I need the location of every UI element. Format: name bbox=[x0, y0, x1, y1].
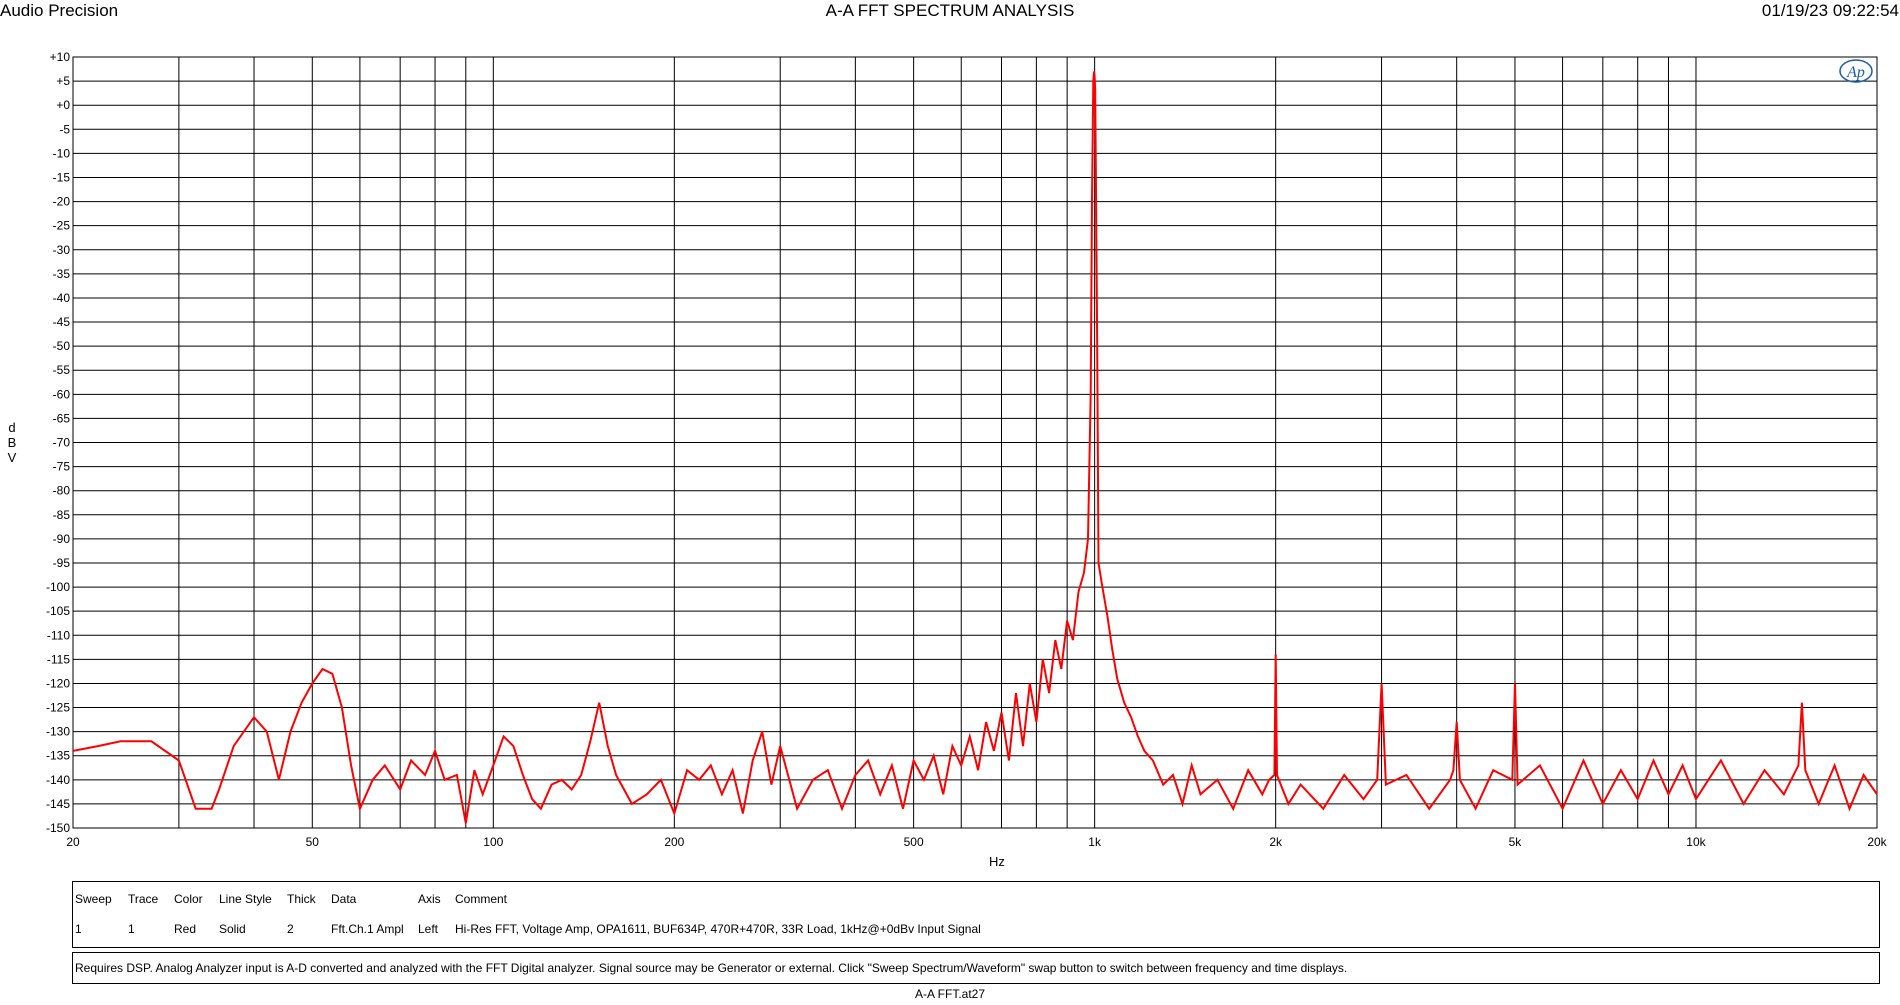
legend-table: Sweep Trace Color Line Style Thick Data … bbox=[72, 881, 1880, 996]
ap-logo-ring bbox=[1839, 59, 1873, 83]
y-tick-label: -70 bbox=[53, 436, 71, 450]
y-tick-label: -65 bbox=[53, 411, 71, 425]
ap-logo: Ap bbox=[1839, 59, 1873, 83]
legend-note-box: Requires DSP. Analog Analyzer input is A… bbox=[72, 952, 1880, 984]
legend-cell-color: Red bbox=[174, 922, 197, 936]
y-tick-label: -50 bbox=[53, 339, 71, 353]
spectrum-chart: +10 +5 +0 -5 -10 -15 -20 -25 -30 -35 -40 -45 -50 -55 -… bbox=[46, 50, 1888, 869]
file-name: A-A FFT.at27 bbox=[914, 987, 986, 1001]
y-tick-label: -20 bbox=[53, 195, 71, 209]
y-tick-label: +10 bbox=[50, 50, 71, 64]
y-tick-label: -100 bbox=[46, 580, 70, 594]
legend-header-axis: Axis bbox=[418, 892, 441, 906]
legend-cell-axis: Left bbox=[418, 922, 439, 936]
legend-header-comment: Comment bbox=[455, 892, 508, 906]
y-tick-label: -5 bbox=[59, 122, 70, 136]
y-tick-label: -125 bbox=[46, 701, 70, 715]
chart-title: A-A FFT SPECTRUM ANALYSIS bbox=[825, 1, 1075, 20]
y-tick-label: -40 bbox=[53, 291, 71, 305]
legend-cell-sweep: 1 bbox=[75, 922, 82, 936]
y-tick-label: -95 bbox=[53, 556, 71, 570]
y-tick-label: -80 bbox=[53, 484, 71, 498]
y-tick-label: -60 bbox=[53, 387, 71, 401]
x-tick-label: 50 bbox=[306, 835, 320, 849]
x-tick-label: 500 bbox=[904, 835, 924, 849]
y-tick-label: -30 bbox=[53, 243, 71, 257]
y-tick-label: -90 bbox=[53, 532, 71, 546]
y-tick-label: -120 bbox=[46, 676, 70, 690]
legend-header-data: Data bbox=[331, 892, 357, 906]
y-tick-label: -110 bbox=[47, 628, 70, 642]
y-tick-label: +0 bbox=[56, 98, 70, 112]
legend-cell-thick: 2 bbox=[287, 922, 294, 936]
legend-cell-data: Fft.Ch.1 Ampl bbox=[331, 922, 404, 936]
y-tick-label: -25 bbox=[53, 219, 71, 233]
x-tick-label: 10k bbox=[1686, 835, 1706, 849]
legend-note: Requires DSP. Analog Analyzer input is A… bbox=[75, 961, 1348, 975]
x-tick-label: 5k bbox=[1509, 835, 1523, 849]
y-tick-label: -45 bbox=[53, 315, 71, 329]
legend-cell-trace: 1 bbox=[128, 922, 135, 936]
y-tick-label: -105 bbox=[46, 604, 70, 618]
ap-logo-text: Ap bbox=[1846, 64, 1865, 81]
y-tick-label: -150 bbox=[46, 821, 70, 835]
x-axis-label: Hz bbox=[989, 854, 1005, 869]
y-tick-label: -75 bbox=[53, 460, 71, 474]
y-tick-label: -130 bbox=[46, 725, 70, 739]
x-tick-label: 1k bbox=[1088, 835, 1102, 849]
y-tick-label: -115 bbox=[47, 652, 70, 666]
legend-cell-comment: Hi-Res FFT, Voltage Amp, OPA1611, BUF634… bbox=[455, 922, 981, 936]
spectrum-trace bbox=[72, 71, 1878, 824]
legend-cell-linestyle: Solid bbox=[219, 922, 246, 936]
legend-header-thick: Thick bbox=[287, 892, 316, 906]
brand-label: Audio Precision bbox=[0, 1, 119, 20]
legend-trace-box: Sweep Trace Color Line Style Thick Data … bbox=[72, 881, 1880, 948]
legend-header-trace: Trace bbox=[128, 892, 159, 906]
x-tick-label: 200 bbox=[664, 835, 684, 849]
y-tick-label: +5 bbox=[56, 74, 70, 88]
y-tick-label: -15 bbox=[53, 170, 71, 184]
y-tick-label: -140 bbox=[46, 773, 70, 787]
legend-header-color: Color bbox=[174, 892, 203, 906]
y-tick-label: -35 bbox=[53, 267, 71, 281]
x-tick-label: 20 bbox=[66, 835, 80, 849]
y-tick-label: -85 bbox=[53, 508, 71, 522]
legend-header-sweep: Sweep bbox=[75, 892, 112, 906]
x-tick-label: 100 bbox=[483, 835, 503, 849]
legend-header-linestyle: Line Style bbox=[219, 892, 272, 906]
y-tick-label: -135 bbox=[46, 749, 70, 763]
x-tick-label: 20k bbox=[1867, 835, 1887, 849]
y-tick-label: -55 bbox=[53, 363, 71, 377]
x-tick-label: 2k bbox=[1269, 835, 1283, 849]
y-tick-label: -10 bbox=[53, 146, 71, 160]
timestamp: 01/19/23 09:22:54 bbox=[1761, 1, 1899, 20]
y-tick-label: -145 bbox=[46, 797, 70, 811]
